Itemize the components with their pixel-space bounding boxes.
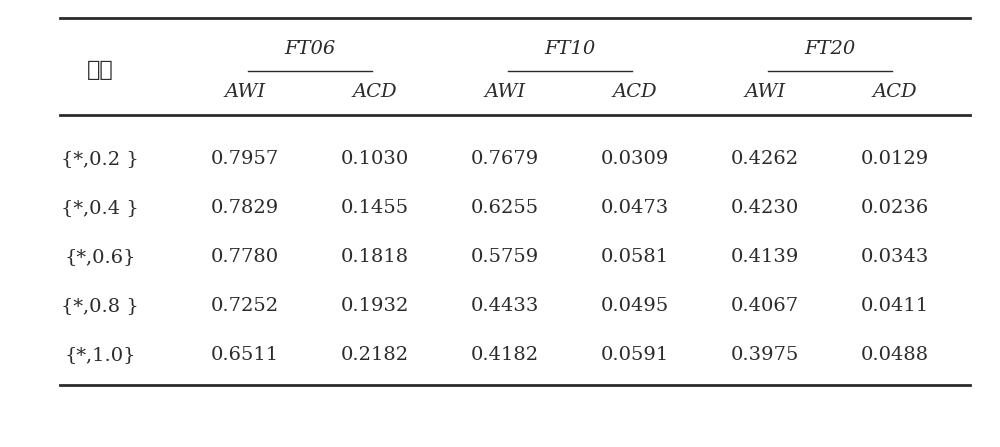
- Text: 0.0236: 0.0236: [861, 199, 929, 217]
- Text: 0.3975: 0.3975: [731, 346, 799, 364]
- Text: FT10: FT10: [544, 40, 596, 58]
- Text: 0.6255: 0.6255: [471, 199, 539, 217]
- Text: 0.1932: 0.1932: [341, 297, 409, 315]
- Text: ACD: ACD: [873, 83, 917, 101]
- Text: AWI: AWI: [224, 83, 266, 101]
- Text: 0.7252: 0.7252: [211, 297, 279, 315]
- Text: 0.0473: 0.0473: [601, 199, 669, 217]
- Text: 0.0309: 0.0309: [601, 150, 669, 168]
- Text: 0.0411: 0.0411: [861, 297, 929, 315]
- Text: 0.4433: 0.4433: [471, 297, 539, 315]
- Text: 0.4067: 0.4067: [731, 297, 799, 315]
- Text: 0.0488: 0.0488: [861, 346, 929, 364]
- Text: {*,0.4 }: {*,0.4 }: [61, 199, 139, 217]
- Text: 0.0343: 0.0343: [861, 248, 929, 266]
- Text: 0.0129: 0.0129: [861, 150, 929, 168]
- Text: 0.1455: 0.1455: [341, 199, 409, 217]
- Text: FT20: FT20: [804, 40, 856, 58]
- Text: 0.4262: 0.4262: [731, 150, 799, 168]
- Text: 0.6511: 0.6511: [211, 346, 279, 364]
- Text: AWI: AWI: [484, 83, 526, 101]
- Text: 0.4139: 0.4139: [731, 248, 799, 266]
- Text: ACD: ACD: [613, 83, 657, 101]
- Text: 0.2182: 0.2182: [341, 346, 409, 364]
- Text: 0.1818: 0.1818: [341, 248, 409, 266]
- Text: 0.1030: 0.1030: [341, 150, 409, 168]
- Text: {*,0.6}: {*,0.6}: [64, 248, 136, 266]
- Text: {*,0.8 }: {*,0.8 }: [61, 297, 139, 315]
- Text: 0.0495: 0.0495: [601, 297, 669, 315]
- Text: {*,1.0}: {*,1.0}: [64, 346, 136, 364]
- Text: ACD: ACD: [353, 83, 397, 101]
- Text: 0.7957: 0.7957: [211, 150, 279, 168]
- Text: 参数: 参数: [87, 60, 113, 80]
- Text: 0.7829: 0.7829: [211, 199, 279, 217]
- Text: {*,0.2 }: {*,0.2 }: [61, 150, 139, 168]
- Text: FT06: FT06: [284, 40, 336, 58]
- Text: 0.0581: 0.0581: [601, 248, 669, 266]
- Text: 0.7679: 0.7679: [471, 150, 539, 168]
- Text: 0.0591: 0.0591: [601, 346, 669, 364]
- Text: 0.4230: 0.4230: [731, 199, 799, 217]
- Text: 0.7780: 0.7780: [211, 248, 279, 266]
- Text: 0.4182: 0.4182: [471, 346, 539, 364]
- Text: AWI: AWI: [744, 83, 786, 101]
- Text: 0.5759: 0.5759: [471, 248, 539, 266]
